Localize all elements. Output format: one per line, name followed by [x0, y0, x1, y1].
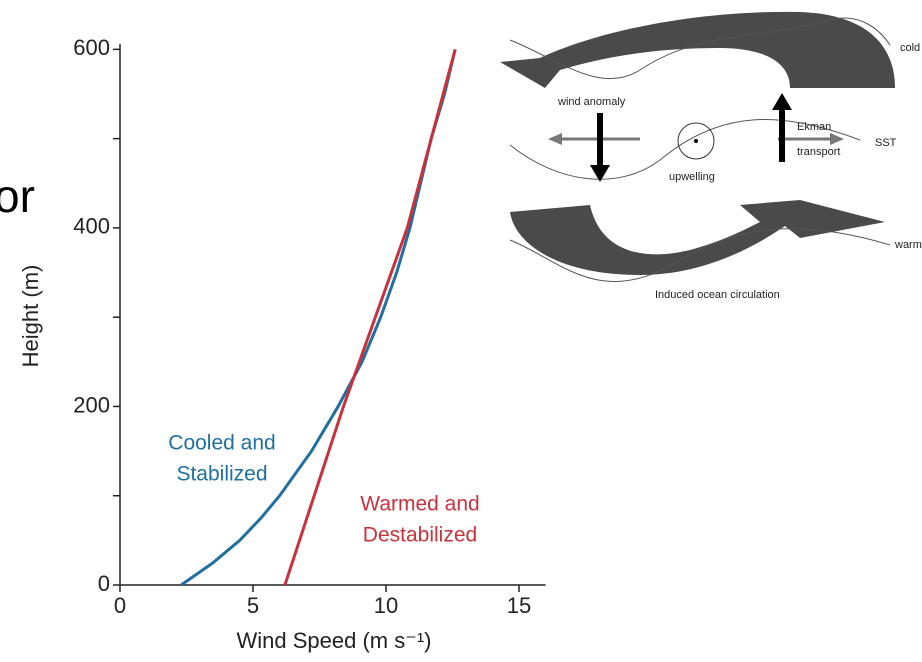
y-tick-label: 600: [73, 35, 110, 60]
x-axis-label: Wind Speed (m s⁻¹): [237, 628, 432, 653]
isotherm-warm: [509, 228, 891, 282]
arrow-bottom: [510, 200, 885, 275]
series-label: Destabilized: [363, 524, 477, 547]
arrowhead: [772, 93, 792, 110]
x-tick-label: 0: [114, 593, 126, 618]
upwelling-circle: [677, 122, 715, 160]
y-tick-label: 0: [98, 571, 110, 596]
isotherm-cold: [509, 17, 891, 80]
arrow-top: [500, 11, 895, 89]
y-tick-label: 200: [73, 392, 110, 417]
series-label: Stabilized: [176, 463, 267, 486]
cropped-text: or: [0, 170, 35, 222]
y-axis-label: Height (m): [18, 265, 43, 368]
label: transport: [797, 146, 840, 158]
y-tick-label: 400: [73, 214, 110, 239]
caption: Induced ocean circulation: [655, 289, 780, 301]
label: wind anomaly: [557, 96, 626, 108]
arrowhead: [830, 133, 844, 145]
arrowhead: [590, 165, 610, 182]
isotherm-sst: [509, 119, 861, 180]
label: Ekman: [797, 121, 831, 133]
line: [283, 48, 457, 586]
x-tick-label: 5: [247, 593, 259, 618]
x-tick-label: 15: [507, 593, 531, 618]
series-label: Cooled and: [168, 432, 275, 455]
x-tick-label: 10: [374, 593, 398, 618]
diagram: cold wind anomaly Ekman transport SST up…: [500, 11, 922, 301]
arrowhead: [548, 133, 562, 145]
series-label: Warmed and: [360, 493, 479, 516]
label: cold: [900, 42, 920, 54]
label: SST: [875, 137, 897, 149]
label: warm: [894, 239, 922, 251]
upwelling-dot: [694, 139, 698, 143]
label: upwelling: [669, 171, 715, 183]
